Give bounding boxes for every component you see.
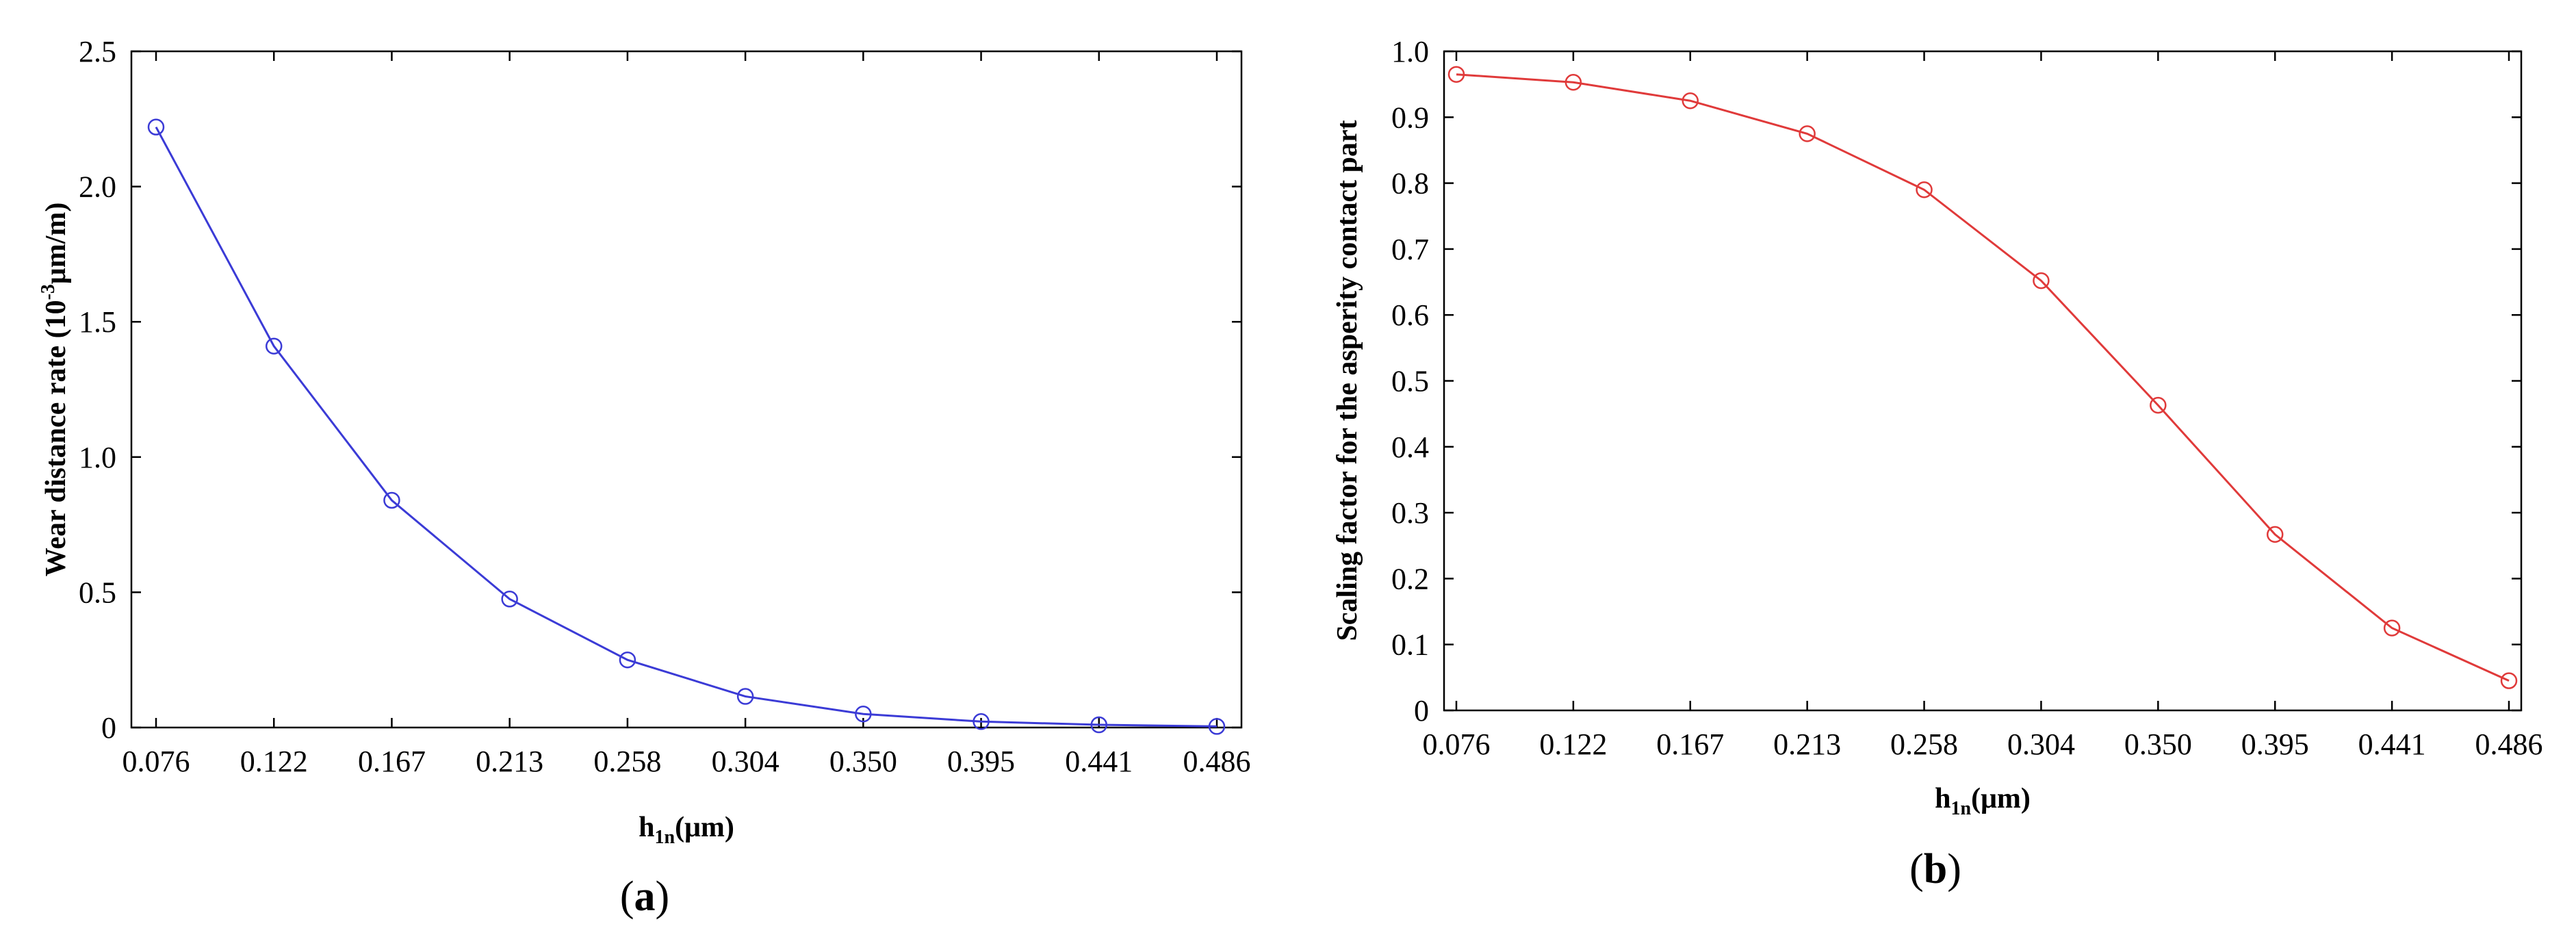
data-point-marker <box>1682 92 1699 110</box>
data-point-marker <box>1090 716 1108 734</box>
y-tick-label: 0.9 <box>1391 101 1429 134</box>
x-tick-label: 0.167 <box>358 745 426 778</box>
data-point-marker <box>1799 125 1816 142</box>
y-tick-label: 0.1 <box>1391 628 1429 662</box>
x-tick-label: 0.441 <box>1065 745 1133 778</box>
data-point-marker <box>147 118 165 136</box>
y-tick-label: 2.0 <box>79 170 116 204</box>
data-point-marker <box>265 337 283 355</box>
x-tick-label: 0.395 <box>947 745 1015 778</box>
y-axis-title-a: Wear distance rate (10-3μm/m) <box>38 203 72 577</box>
x-axis-ticks-b: 0.076 0.122 0.167 0.213 0.258 0.304 0.350 0.395… <box>1423 51 2543 761</box>
data-point-marker <box>2266 526 2284 543</box>
y-tick-label: 0 <box>1414 694 1429 728</box>
x-tick-label: 0.304 <box>2007 728 2075 761</box>
data-point-marker <box>501 591 518 608</box>
data-point-marker <box>973 713 990 730</box>
data-point-marker <box>383 491 400 509</box>
panel-label-b: (b) <box>1909 846 1961 892</box>
data-point-marker <box>2500 672 2518 689</box>
y-tick-label: 0.7 <box>1391 233 1429 266</box>
x-tick-label: 0.486 <box>1183 745 1251 778</box>
x-tick-label: 0.213 <box>476 745 543 778</box>
x-axis-title-a: h1n(μm) <box>639 812 734 848</box>
y-axis-ticks-a: 0 0.5 1.0 1.5 2.0 2.5 <box>79 35 1241 745</box>
y-tick-label: 0.6 <box>1391 298 1429 332</box>
data-point-marker <box>2033 272 2050 290</box>
panel-label-a: (a) <box>620 873 669 920</box>
data-point-marker <box>736 688 754 705</box>
series-group-a <box>147 118 1226 735</box>
y-tick-label: 0.4 <box>1391 430 1429 464</box>
x-axis-title-b: h1n(μm) <box>1935 783 2031 819</box>
series-group-b <box>1447 66 2518 689</box>
x-tick-label: 0.486 <box>2475 728 2543 761</box>
y-tick-label: 0.3 <box>1391 496 1429 530</box>
y-tick-label: 1.5 <box>79 305 116 339</box>
data-point-marker <box>1916 181 1933 198</box>
data-point-marker <box>855 705 872 723</box>
x-tick-label: 0.304 <box>712 745 780 778</box>
plot-frame-a <box>130 50 1243 729</box>
series-line <box>155 126 1218 728</box>
y-tick-label: 0 <box>101 711 116 745</box>
x-tick-label: 0.076 <box>123 745 190 778</box>
chart-panel-b: 0 0.1 0.2 0.3 0.4 0.5 0.6 0.7 0.8 0.9 1.0 0.076 0.1… <box>1332 35 2543 892</box>
data-point-marker <box>2150 396 2167 414</box>
data-point-marker <box>1208 718 1226 735</box>
y-tick-label: 0.5 <box>79 576 116 609</box>
x-tick-label: 0.122 <box>1539 728 1607 761</box>
x-tick-label: 0.167 <box>1656 728 1724 761</box>
series-line <box>1456 73 2510 682</box>
x-tick-label: 0.441 <box>2358 728 2426 761</box>
x-tick-label: 0.258 <box>1890 728 1958 761</box>
x-tick-label: 0.076 <box>1423 728 1491 761</box>
y-tick-label: 1.0 <box>79 441 116 474</box>
y-axis-ticks-b: 0 0.1 0.2 0.3 0.4 0.5 0.6 0.7 0.8 0.9 1.0 <box>1391 35 2521 728</box>
x-tick-label: 0.122 <box>240 745 308 778</box>
y-tick-label: 0.8 <box>1391 167 1429 201</box>
x-tick-label: 0.213 <box>1773 728 1841 761</box>
data-point-marker <box>619 651 636 669</box>
plot-frame-b <box>1443 50 2523 712</box>
x-tick-label: 0.350 <box>2124 728 2192 761</box>
y-tick-label: 1.0 <box>1391 35 1429 68</box>
data-point-marker <box>1564 74 1582 91</box>
data-point-marker <box>2383 619 2401 636</box>
y-tick-label: 0.5 <box>1391 365 1429 398</box>
y-axis-title-b: Scaling factor for the asperity contact … <box>1332 120 1363 641</box>
x-axis-ticks-a: 0.076 0.122 0.167 0.213 0.258 0.304 0.350 0.395… <box>123 51 1251 778</box>
x-tick-label: 0.258 <box>593 745 661 778</box>
x-tick-label: 0.395 <box>2241 728 2309 761</box>
x-tick-label: 0.350 <box>829 745 897 778</box>
data-point-marker <box>1447 66 1465 83</box>
chart-panel-a: 0 0.5 1.0 1.5 2.0 2.5 0.076 0.122 0.167 0.213 0.2… <box>38 35 1251 920</box>
y-tick-label: 0.2 <box>1391 562 1429 595</box>
y-tick-label: 2.5 <box>79 35 116 68</box>
